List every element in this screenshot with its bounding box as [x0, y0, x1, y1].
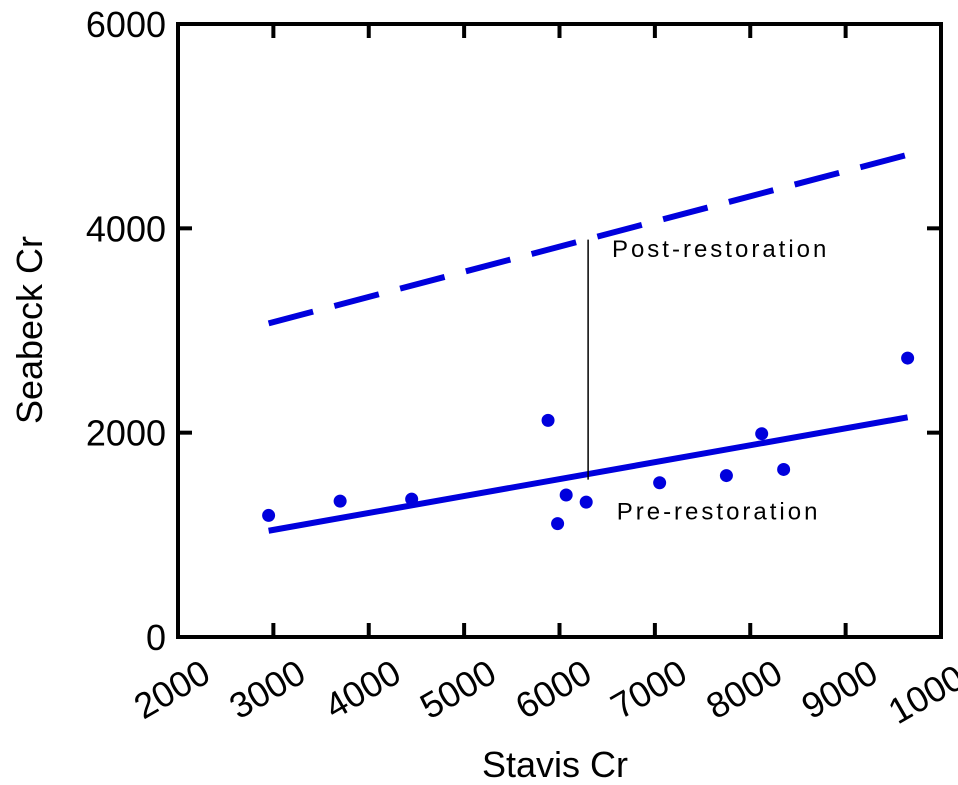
y-tick-labels: 0 2000 4000 6000	[86, 4, 166, 658]
x-tick-label: 10000	[881, 646, 958, 732]
post-restoration-line	[267, 151, 909, 327]
x-axis-title: Stavis Cr	[482, 744, 628, 785]
plot-frame	[176, 22, 943, 639]
axis-ticks	[176, 22, 943, 639]
annotations: Post-restoration Pre-restoration	[612, 236, 829, 526]
data-point	[405, 492, 419, 506]
y-tick-label: 2000	[86, 413, 166, 454]
x-tick-label: 4000	[318, 651, 408, 727]
data-point	[551, 517, 565, 531]
y-tick-label: 0	[146, 617, 166, 658]
data-point	[755, 427, 769, 441]
data-point	[559, 488, 573, 502]
y-axis-title: Seabeck Cr	[9, 236, 50, 424]
x-tick-label: 9000	[794, 651, 884, 727]
data-point	[579, 495, 593, 509]
x-tick-label: 5000	[413, 651, 503, 727]
pre-restoration-label: Pre-restoration	[617, 499, 821, 526]
data-point	[901, 351, 915, 365]
data-point	[262, 508, 276, 522]
x-tick-label: 6000	[508, 651, 598, 727]
x-tick-label: 7000	[604, 651, 694, 727]
data-points	[262, 351, 915, 531]
x-tick-label: 8000	[699, 651, 789, 727]
data-point	[719, 469, 733, 483]
data-point	[541, 413, 555, 427]
data-point	[333, 494, 347, 508]
data-point	[653, 476, 667, 490]
x-tick-label: 2000	[127, 651, 217, 727]
y-tick-label: 6000	[86, 4, 166, 45]
x-tick-label: 3000	[222, 651, 312, 727]
y-tick-label: 4000	[86, 208, 166, 249]
data-point	[777, 462, 791, 476]
post-restoration-label: Post-restoration	[612, 236, 829, 263]
